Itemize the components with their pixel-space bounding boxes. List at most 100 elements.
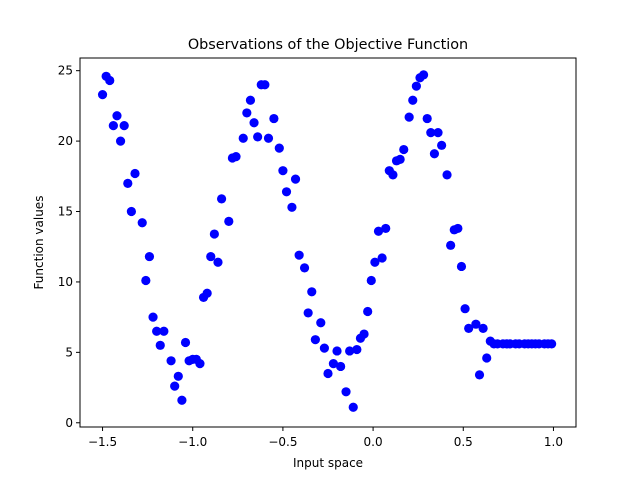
y-tick-label: 20 <box>58 134 73 148</box>
y-tick-label: 10 <box>58 275 73 289</box>
plot-area <box>79 57 577 428</box>
data-point <box>429 149 440 159</box>
data-point <box>418 70 429 80</box>
data-points <box>97 70 557 412</box>
data-point <box>433 128 443 138</box>
x-tick-label: −0.5 <box>268 435 297 449</box>
data-point <box>202 288 212 298</box>
x-tick-label: 1.0 <box>544 435 563 449</box>
data-point <box>119 121 129 131</box>
data-point <box>456 261 467 272</box>
data-point <box>411 81 421 91</box>
y-axis: 0 5 10 15 20 25 <box>58 64 80 430</box>
data-point <box>363 306 373 317</box>
data-point <box>478 323 488 334</box>
data-point <box>278 166 288 176</box>
data-point <box>108 121 118 131</box>
data-point <box>345 346 355 356</box>
data-point <box>112 111 122 121</box>
data-point <box>148 312 158 322</box>
data-point <box>166 356 176 366</box>
data-point <box>359 329 369 339</box>
x-axis-label: Input space <box>293 456 363 470</box>
data-point <box>137 218 147 228</box>
data-point <box>249 118 259 128</box>
x-tick-label: −1.0 <box>178 435 207 449</box>
data-point <box>287 202 297 212</box>
data-point <box>547 339 557 349</box>
data-point <box>399 144 409 155</box>
data-point <box>460 304 470 314</box>
data-point <box>216 194 227 204</box>
data-point <box>141 275 151 286</box>
x-axis: −1.5 −1.0 −0.5 0.0 0.5 1.0 <box>88 427 563 449</box>
data-point <box>260 80 270 90</box>
data-point <box>281 187 292 197</box>
data-point <box>115 136 126 146</box>
data-point <box>352 344 362 355</box>
y-tick-label: 15 <box>58 205 73 219</box>
data-point <box>290 174 301 184</box>
data-point <box>155 340 165 350</box>
data-point <box>231 151 241 162</box>
data-point <box>173 371 183 381</box>
data-point <box>307 287 317 297</box>
data-point <box>126 206 137 217</box>
data-point <box>253 132 263 142</box>
data-point <box>328 359 339 369</box>
y-axis-label: Function values <box>32 196 46 290</box>
data-point <box>303 308 313 318</box>
data-point <box>373 226 384 236</box>
data-point <box>274 143 284 153</box>
data-point <box>224 216 234 226</box>
data-point <box>105 75 115 86</box>
data-point <box>464 323 474 334</box>
data-point <box>177 395 187 405</box>
x-tick-label: −1.5 <box>88 435 117 449</box>
data-point <box>341 387 351 397</box>
data-point <box>97 90 108 100</box>
data-point <box>422 113 432 124</box>
data-point <box>242 108 252 118</box>
data-point <box>310 335 320 345</box>
data-point <box>426 128 436 138</box>
chart-title: Observations of the Objective Function <box>188 37 468 53</box>
data-point <box>474 370 485 380</box>
data-point <box>381 223 391 234</box>
data-point <box>377 253 387 263</box>
data-point <box>437 140 447 150</box>
data-point <box>323 368 333 379</box>
x-tick-label: 0.0 <box>364 435 383 449</box>
data-point <box>213 257 223 267</box>
data-point <box>319 343 329 353</box>
data-point <box>453 223 463 234</box>
data-point <box>482 353 492 363</box>
data-point <box>442 170 452 180</box>
x-tick-label: 0.5 <box>454 435 473 449</box>
data-point <box>388 170 398 180</box>
data-point <box>299 263 310 273</box>
data-point <box>152 326 162 336</box>
data-point <box>180 337 191 348</box>
data-point <box>269 113 279 124</box>
data-point <box>170 381 180 391</box>
y-tick-label: 5 <box>65 345 73 359</box>
data-point <box>348 402 358 412</box>
data-point <box>195 359 205 369</box>
data-point <box>446 240 456 250</box>
data-point <box>408 95 418 105</box>
data-point <box>263 133 274 143</box>
data-point <box>404 112 414 122</box>
data-point <box>395 154 405 165</box>
data-point <box>209 229 219 239</box>
data-point <box>159 326 169 336</box>
data-point <box>370 257 380 267</box>
y-tick-label: 25 <box>58 64 73 78</box>
data-point <box>130 168 140 179</box>
data-point <box>332 346 342 356</box>
y-tick-label: 0 <box>65 416 73 430</box>
plot-frame <box>79 57 577 428</box>
data-point <box>245 95 256 105</box>
data-point <box>316 318 326 328</box>
